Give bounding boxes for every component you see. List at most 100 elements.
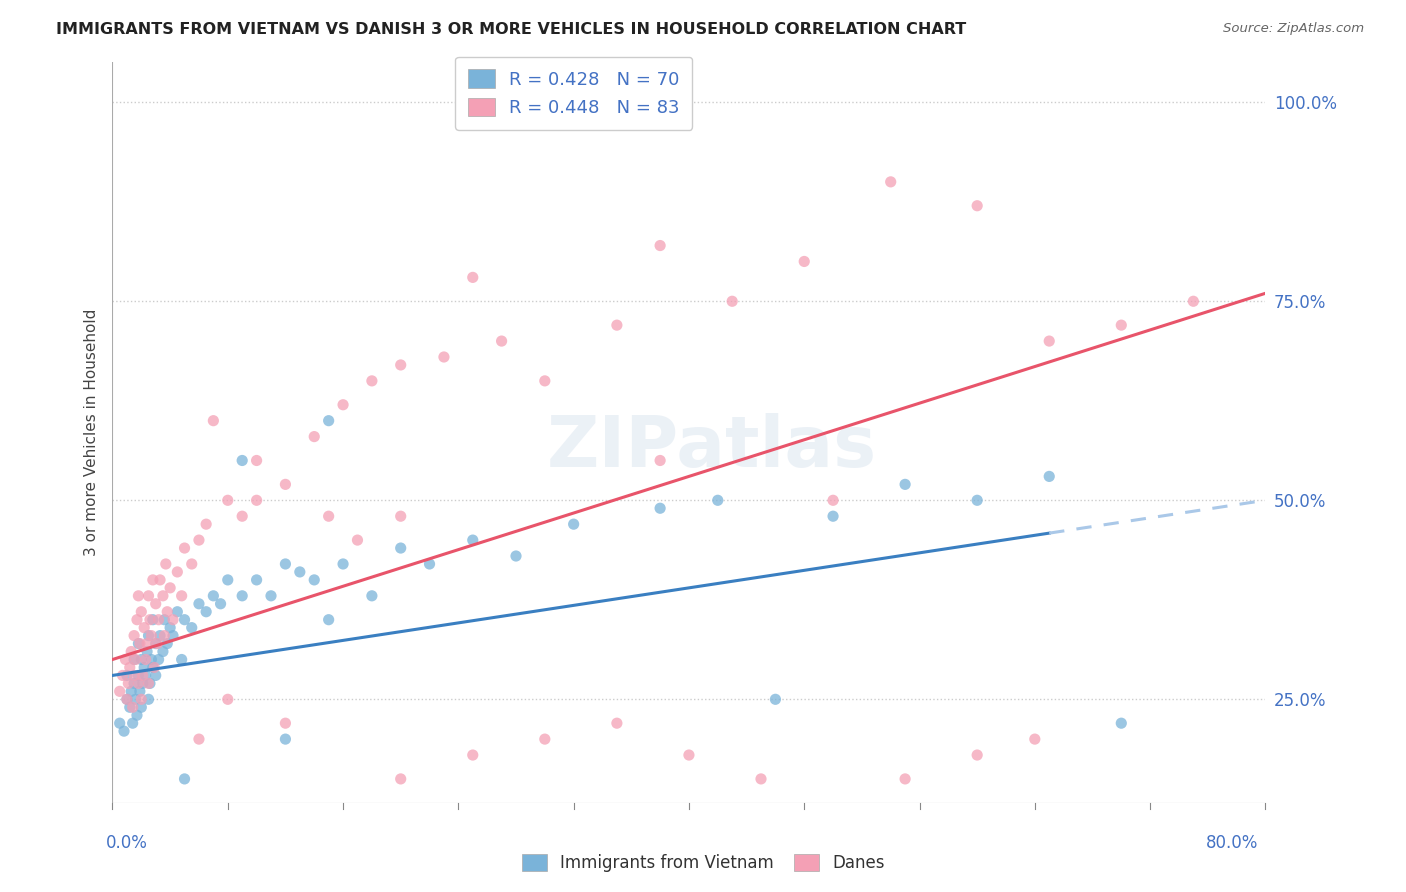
Point (135, 668, 157, 682)
Point (606, 716, 628, 731)
Point (129, 692, 153, 706)
Point (138, 676, 160, 690)
Point (156, 605, 179, 619)
Point (188, 597, 211, 611)
Point (139, 613, 162, 627)
Point (142, 573, 165, 587)
Point (195, 605, 218, 619)
Point (389, 358, 412, 372)
Point (360, 374, 382, 388)
Point (173, 541, 195, 555)
Point (139, 676, 162, 690)
Point (966, 493, 988, 508)
Point (124, 652, 146, 666)
Point (1111, 318, 1133, 333)
Point (115, 692, 138, 706)
Point (765, 692, 787, 706)
Point (114, 652, 136, 666)
Point (534, 732, 557, 747)
Point (125, 613, 148, 627)
Point (217, 493, 239, 508)
Point (966, 747, 988, 762)
Point (274, 477, 297, 491)
Point (152, 644, 174, 658)
Point (149, 573, 172, 587)
Point (274, 557, 297, 571)
Text: ZIPatlas: ZIPatlas (547, 413, 877, 482)
Point (491, 334, 513, 348)
Point (145, 637, 167, 651)
Point (318, 414, 340, 428)
Point (209, 597, 232, 611)
Point (132, 676, 155, 690)
Point (202, 414, 225, 428)
Point (562, 517, 585, 532)
Point (231, 509, 253, 524)
Point (122, 676, 145, 690)
Point (231, 453, 253, 467)
Point (127, 668, 149, 682)
Point (141, 652, 163, 666)
Point (159, 581, 181, 595)
Point (260, 589, 283, 603)
Point (721, 294, 744, 309)
Point (304, 573, 326, 587)
Point (433, 350, 456, 364)
Point (821, 509, 844, 524)
Point (650, 238, 672, 252)
Point (246, 453, 269, 467)
Point (346, 533, 368, 547)
Point (120, 684, 142, 698)
Point (894, 477, 917, 491)
Point (118, 660, 141, 674)
Point (678, 747, 700, 762)
Point (127, 676, 149, 690)
Point (142, 613, 165, 627)
Text: Source: ZipAtlas.com: Source: ZipAtlas.com (1223, 22, 1364, 36)
Point (793, 254, 815, 268)
Point (108, 716, 131, 731)
Point (129, 652, 153, 666)
Point (148, 613, 170, 627)
Point (1038, 334, 1060, 348)
Point (274, 716, 297, 731)
Point (111, 668, 134, 682)
Point (148, 652, 170, 666)
Text: IMMIGRANTS FROM VIETNAM VS DANISH 3 OR MORE VEHICLES IN HOUSEHOLD CORRELATION CH: IMMIGRANTS FROM VIETNAM VS DANISH 3 OR M… (56, 22, 966, 37)
Point (162, 613, 184, 627)
Point (153, 629, 176, 643)
Text: 0.0%: 0.0% (105, 834, 148, 852)
Point (155, 557, 177, 571)
Point (170, 589, 193, 603)
Point (202, 589, 225, 603)
Point (142, 660, 165, 674)
Point (136, 644, 159, 658)
Point (141, 629, 163, 643)
Point (120, 644, 142, 658)
Point (173, 772, 195, 786)
Point (124, 692, 146, 706)
Point (129, 605, 153, 619)
Point (134, 621, 156, 635)
Point (162, 629, 184, 643)
Point (138, 692, 160, 706)
Point (153, 613, 176, 627)
Point (461, 747, 484, 762)
Point (134, 660, 156, 674)
Point (650, 501, 672, 516)
Point (461, 533, 484, 547)
Point (304, 429, 326, 443)
Point (129, 700, 153, 714)
Point (122, 668, 145, 682)
Point (115, 668, 138, 682)
Point (534, 374, 557, 388)
Point (217, 573, 239, 587)
Point (318, 509, 340, 524)
Point (112, 724, 135, 739)
Point (821, 493, 844, 508)
Point (146, 637, 169, 651)
Point (231, 589, 253, 603)
Point (195, 517, 218, 532)
Point (121, 716, 143, 731)
Point (180, 557, 202, 571)
